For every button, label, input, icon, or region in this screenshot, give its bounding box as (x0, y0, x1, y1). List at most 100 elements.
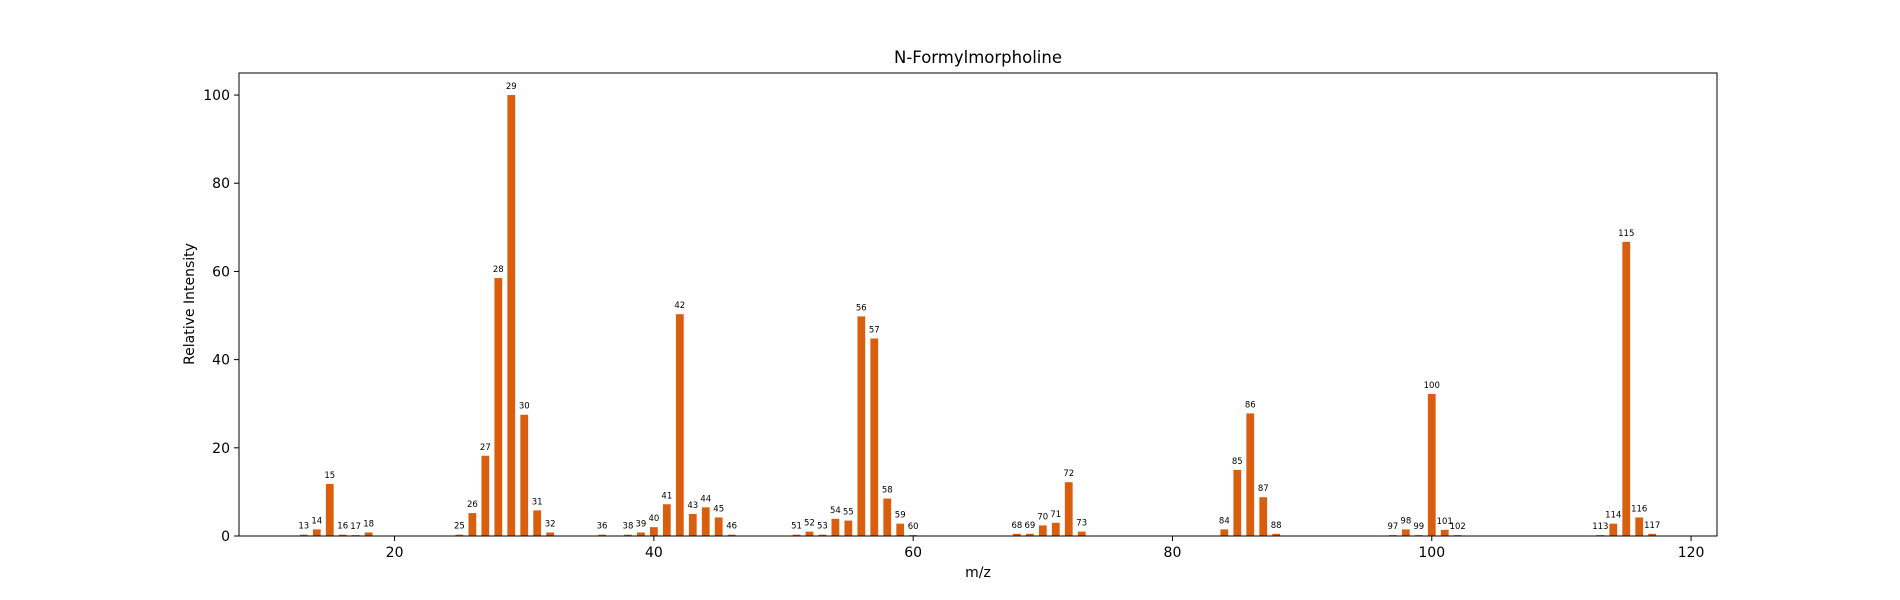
bar-label: 29 (506, 82, 517, 92)
bar-label: 18 (363, 519, 374, 529)
x-tick-label: 80 (1164, 545, 1182, 561)
bar-label: 69 (1024, 521, 1035, 531)
bar-label: 100 (1424, 381, 1440, 391)
bar (1427, 394, 1436, 536)
bar (662, 504, 671, 536)
bar-label: 51 (791, 522, 802, 532)
bar (520, 414, 529, 536)
bar (805, 531, 814, 536)
x-tick-label: 100 (1418, 545, 1445, 561)
bar-label: 15 (324, 471, 335, 481)
bar-label: 52 (804, 519, 815, 529)
bar (1635, 517, 1644, 536)
bar (494, 278, 503, 536)
bar (481, 455, 490, 536)
x-axis: 20 40 60 80 100 120 (386, 536, 1705, 561)
bar-label: 42 (674, 301, 685, 311)
bar (1440, 529, 1449, 536)
bar-label: 26 (467, 500, 478, 510)
bar (299, 534, 308, 536)
bar-label: 59 (895, 511, 906, 521)
y-tick-label: 60 (212, 264, 230, 280)
bar-label: 101 (1437, 517, 1453, 527)
x-tick-label: 120 (1678, 545, 1705, 561)
bar (1233, 469, 1242, 536)
plot-frame (238, 72, 1718, 537)
bar-label: 30 (519, 402, 530, 412)
bar-label: 102 (1450, 522, 1466, 532)
bar-label: 70 (1037, 512, 1048, 522)
bar (1025, 533, 1034, 536)
bar (688, 513, 697, 536)
bar (818, 534, 827, 536)
bar (624, 534, 632, 536)
bar-label: 13 (298, 522, 309, 532)
bar (714, 517, 723, 536)
bar (1648, 533, 1657, 536)
bar (1051, 522, 1060, 536)
bar-label: 55 (843, 508, 854, 518)
bar-label: 32 (545, 519, 556, 529)
bar-label: 25 (454, 522, 465, 532)
y-tick-label: 80 (212, 176, 230, 192)
bar (1246, 413, 1255, 536)
bar (1272, 533, 1281, 536)
bar-label: 31 (532, 497, 543, 507)
bar-label: 116 (1631, 504, 1647, 514)
bar-label: 28 (493, 265, 504, 275)
x-axis-title: m/z (965, 565, 991, 581)
bar (637, 532, 645, 536)
bar-label: 98 (1400, 516, 1411, 526)
bar-label: 84 (1219, 516, 1230, 526)
bar-label: 44 (700, 494, 711, 504)
bar-label: 27 (480, 443, 491, 453)
bar (896, 523, 905, 536)
bar-label: 43 (687, 501, 698, 511)
bar-label: 117 (1644, 521, 1660, 531)
bar-label: 54 (830, 506, 841, 516)
bar-label: 56 (856, 303, 867, 313)
bar (312, 529, 321, 536)
y-axis-title: Relative Intensity (182, 243, 198, 365)
bar (1064, 482, 1073, 536)
bar (649, 527, 658, 536)
bar-label: 14 (311, 516, 322, 526)
bar (1609, 523, 1618, 536)
x-tick-label: 40 (645, 545, 663, 561)
bar (831, 518, 840, 536)
bar-label: 36 (597, 522, 608, 532)
bar-label: 113 (1592, 522, 1608, 532)
bar-label: 39 (635, 519, 646, 529)
bar-label: 73 (1076, 519, 1087, 529)
bar (325, 483, 334, 536)
y-tick-label: 40 (212, 353, 230, 369)
bar-label: 16 (337, 522, 348, 532)
bar-series (299, 95, 1657, 537)
bar (507, 95, 516, 537)
bar-label: 99 (1413, 522, 1424, 532)
bar-label: 58 (882, 486, 893, 496)
bar (364, 532, 373, 536)
bar-label: 88 (1271, 521, 1282, 531)
bar-label: 17 (350, 522, 361, 532)
bar-label: 53 (817, 522, 828, 532)
bar-label: 85 (1232, 457, 1243, 467)
y-tick-label: 20 (212, 441, 230, 457)
bar (546, 532, 555, 536)
bar (1038, 525, 1047, 536)
bar (1013, 533, 1021, 536)
bar-label: 46 (726, 522, 737, 532)
bar (792, 534, 801, 536)
bar (1401, 529, 1410, 536)
bar-label: 97 (1387, 522, 1398, 532)
bar (883, 498, 892, 536)
bar-label: 114 (1605, 511, 1621, 521)
bar (857, 316, 866, 536)
bar-label: 57 (869, 325, 880, 335)
y-tick-label: 0 (221, 529, 230, 545)
bar (338, 534, 347, 536)
bar-label: 71 (1050, 510, 1061, 520)
bar-label: 45 (713, 504, 724, 514)
chart-title: N-Formylmorpholine (894, 48, 1062, 67)
